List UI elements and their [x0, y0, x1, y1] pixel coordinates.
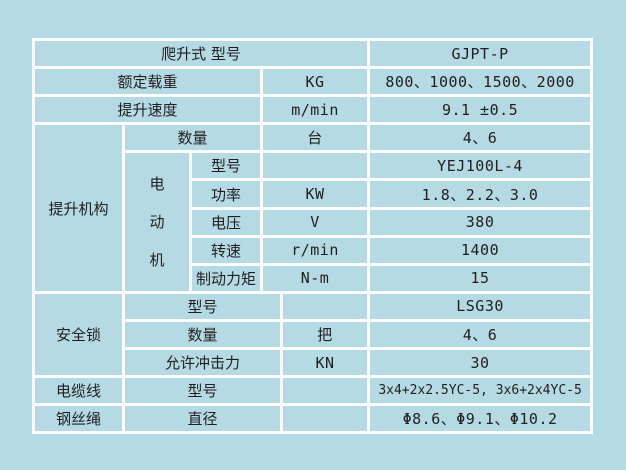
motor-speed-label: 转速 [189, 234, 263, 266]
motor-voltage-unit: V [259, 206, 371, 238]
row-wire-rope: 钢丝绳 直径 Φ8.6、Φ9.1、Φ10.2 [32, 403, 594, 435]
motor-model-unit [259, 150, 371, 182]
motor-brake-torque-label: 制动力矩 [189, 262, 263, 294]
motor-speed-value: 1400 [367, 234, 594, 266]
motor-voltage-value: 380 [367, 206, 594, 238]
motor-power-value: 1.8、2.2、3.0 [367, 178, 594, 210]
wire-rope-value: Φ8.6、Φ9.1、Φ10.2 [367, 403, 594, 435]
cable-label: 电缆线 [32, 375, 125, 407]
hoist-mechanism-label: 提升机构 [32, 122, 125, 294]
row-motor-brake-torque: 制动力矩 N-m 15 [34, 262, 594, 294]
row-model: 爬升式 型号 GJPT-P [31, 37, 594, 70]
row-lock-model: 安全锁 型号 LSG30 [32, 290, 594, 379]
lock-quantity-value: 4、6 [367, 318, 594, 351]
row-motor-speed: 转速 r/min 1400 [34, 234, 594, 266]
lift-speed-unit: m/min [259, 94, 371, 126]
lock-impact-unit: KN [279, 347, 371, 379]
lock-impact-value: 30 [367, 347, 594, 379]
motor-label: 电动机 [122, 150, 192, 294]
rated-load-value: 800、1000、1500、2000 [367, 66, 594, 98]
cable-row-label: 型号 [122, 375, 283, 407]
rated-load-unit: KG [259, 66, 371, 98]
row-lock-impact: 允许冲击力 KN 30 [34, 347, 594, 379]
motor-brake-torque-unit: N-m [259, 262, 371, 294]
row-lift-speed: 提升速度 m/min 9.1 ±0.5 [32, 94, 594, 126]
hoist-quantity-unit: 台 [259, 122, 371, 154]
row-lock-quantity: 数量 把 4、6 [34, 318, 594, 351]
lock-quantity-label: 数量 [122, 318, 283, 351]
wire-rope-label: 钢丝绳 [32, 403, 125, 435]
row-cable: 电缆线 型号 3x4+2x2.5YC-5, 3x6+2x4YC-5 [32, 375, 594, 407]
lift-speed-label: 提升速度 [32, 94, 263, 126]
safety-lock-label: 安全锁 [32, 290, 125, 379]
row-rated-load: 额定载重 KG 800、1000、1500、2000 [32, 66, 594, 98]
model-value: GJPT-P [367, 37, 594, 70]
row-hoist-quantity: 提升机构 数量 台 4、6 [32, 122, 594, 294]
motor-model-label: 型号 [189, 150, 263, 182]
lift-speed-value: 9.1 ±0.5 [367, 94, 594, 126]
motor-power-unit: KW [259, 178, 371, 210]
motor-label-text: 电动机 [149, 174, 165, 270]
hoist-quantity-value: 4、6 [367, 122, 594, 154]
motor-brake-torque-value: 15 [367, 262, 594, 294]
motor-model-value: YEJ100L-4 [367, 150, 594, 182]
motor-speed-unit: r/min [259, 234, 371, 266]
motor-power-label: 功率 [189, 178, 263, 210]
wire-rope-row-label: 直径 [122, 403, 283, 435]
lock-model-value: LSG30 [367, 290, 594, 322]
hoist-quantity-label: 数量 [122, 122, 263, 154]
lock-impact-label: 允许冲击力 [122, 347, 283, 379]
row-motor-voltage: 电压 V 380 [34, 206, 594, 238]
lock-model-unit [279, 290, 371, 322]
lock-quantity-unit: 把 [279, 318, 371, 351]
motor-voltage-label: 电压 [189, 206, 263, 238]
rated-load-label: 额定载重 [32, 66, 263, 98]
lock-model-label: 型号 [122, 290, 283, 322]
spec-table: 爬升式 型号 GJPT-P 额定载重 KG 800、1000、1500、2000… [31, 37, 594, 435]
row-motor-model: 电动机 型号 YEJ100L-4 [34, 150, 594, 294]
row-motor-power: 功率 KW 1.8、2.2、3.0 [34, 178, 594, 210]
wire-rope-unit [279, 403, 371, 435]
cable-unit [279, 375, 371, 407]
model-label: 爬升式 型号 [31, 37, 371, 70]
cable-value: 3x4+2x2.5YC-5, 3x6+2x4YC-5 [367, 375, 594, 407]
